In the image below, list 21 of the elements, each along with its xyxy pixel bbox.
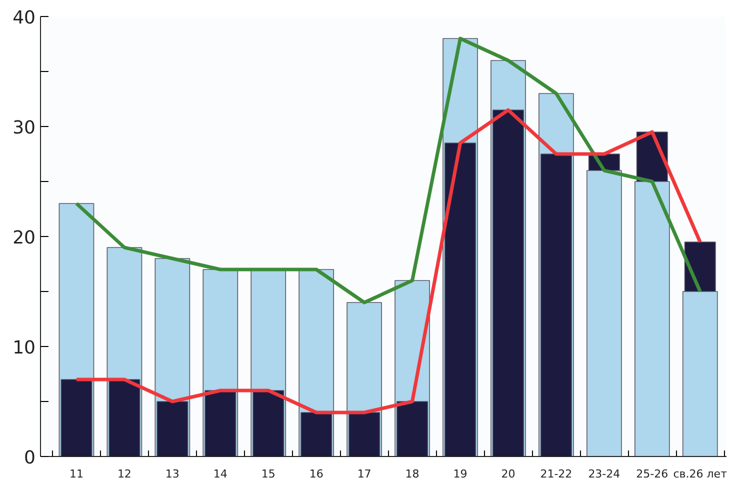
x-tick-label: 18 [405, 468, 420, 480]
x-tick-label: 25-26 [636, 468, 668, 480]
line-series [74, 108, 702, 414]
x-tick-label: 15 [261, 468, 276, 480]
x-tick-label: 23-24 [588, 468, 620, 480]
x-tick-label: 11 [69, 468, 84, 480]
x-tick-label: 13 [165, 468, 180, 480]
x-tick-label: 20 [501, 468, 516, 480]
x-tick-label: св.26 лет [673, 468, 728, 480]
x-tick-label: 19 [453, 468, 468, 480]
x-tick-label: 16 [309, 468, 324, 480]
x-tick-label: 21-22 [540, 468, 572, 480]
x-tick-label: 17 [357, 468, 372, 480]
y-tick-label: 20 [12, 228, 36, 248]
line-series [74, 36, 702, 304]
y-tick-label: 40 [12, 8, 36, 28]
x-tick-label: 12 [117, 468, 132, 480]
x-tick-label: 14 [213, 468, 228, 480]
y-tick-label: 10 [12, 338, 36, 358]
y-tick-label: 30 [12, 118, 36, 138]
y-tick-label: 0 [24, 448, 36, 468]
